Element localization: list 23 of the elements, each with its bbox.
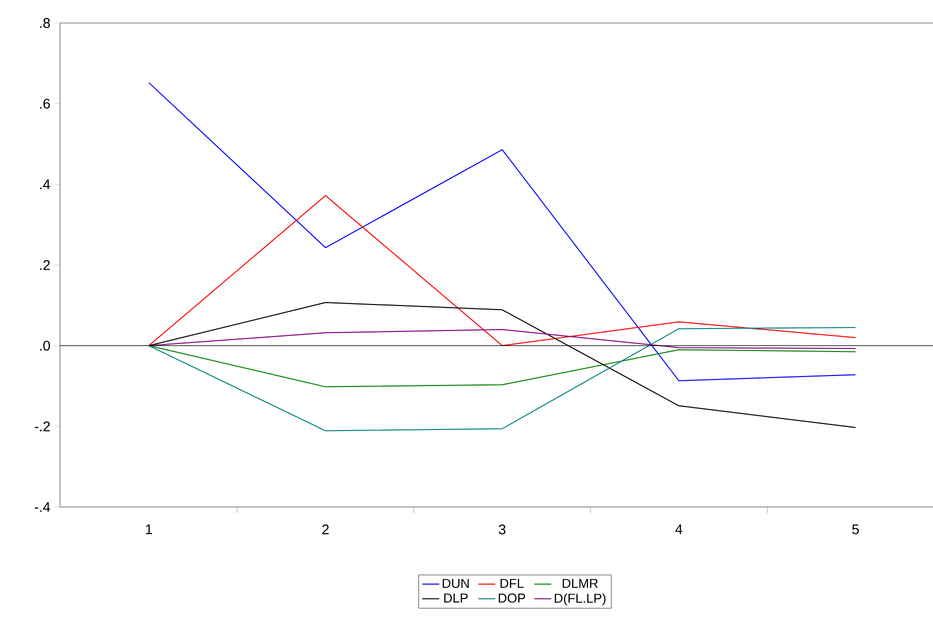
y-tick-label: .2 — [40, 260, 50, 270]
y-tick-label: .0 — [40, 340, 50, 351]
legend-label: DOP — [498, 594, 526, 603]
x-tick-label: 1 — [146, 524, 152, 534]
y-tick-label: .4 — [40, 180, 50, 190]
line-series — [148, 345, 856, 388]
x-tick-label: 3 — [498, 524, 506, 534]
line-series — [148, 329, 856, 349]
legend-label: DFL — [500, 578, 524, 588]
legend-label: DLMR — [562, 578, 598, 588]
legend-label: D(FL.LP) — [554, 593, 606, 606]
y-tick-label: -.2 — [34, 421, 50, 432]
x-tick-label: 5 — [852, 524, 859, 534]
line-series — [148, 195, 856, 346]
x-tick-label: 4 — [675, 524, 682, 534]
line-series — [148, 327, 856, 432]
y-tick-label: -.4 — [34, 502, 50, 512]
legend-label: DLP — [444, 594, 468, 602]
legend-label: DUN — [442, 578, 469, 588]
line-series — [148, 82, 856, 382]
x-tick-label: 2 — [322, 524, 329, 534]
y-tick-label: .6 — [40, 98, 50, 109]
y-tick-label: .8 — [40, 18, 50, 28]
